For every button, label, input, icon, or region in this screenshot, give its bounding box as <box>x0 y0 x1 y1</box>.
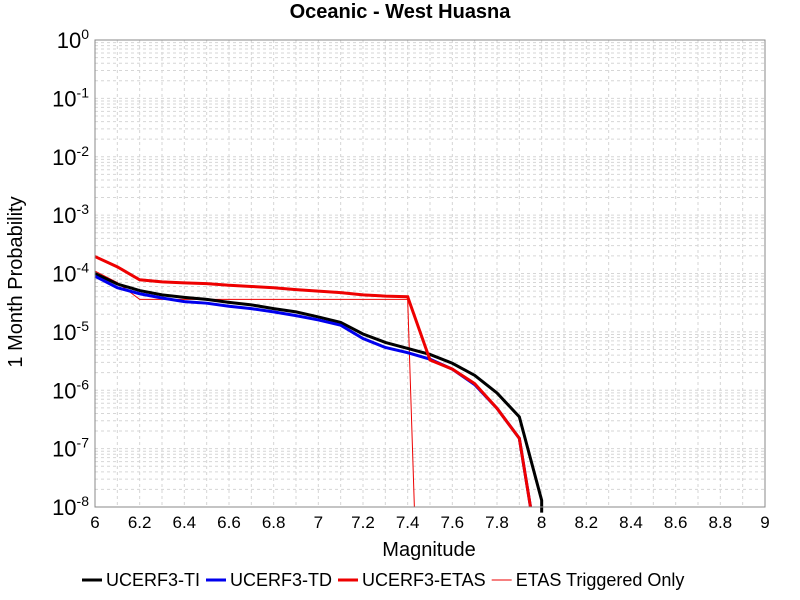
x-tick-label: 9 <box>760 513 769 532</box>
x-tick-label: 8.2 <box>575 513 599 532</box>
series-line-ucerf3-ti <box>94 272 544 513</box>
y-axis-title: 1 Month Probability <box>5 196 27 367</box>
x-tick-label: 7 <box>314 513 323 532</box>
y-tick-label: 100 <box>57 26 89 53</box>
x-tick-label: 7.2 <box>351 513 375 532</box>
series-layer <box>94 255 544 513</box>
y-tick-label: 10-8 <box>52 493 89 520</box>
x-tick-label: 6.4 <box>173 513 197 532</box>
x-tick-label: 8.6 <box>664 513 688 532</box>
x-tick-label: 6.8 <box>262 513 286 532</box>
y-tick-label: 10-4 <box>52 260 89 287</box>
x-tick-label: 8 <box>537 513 546 532</box>
x-tick-label: 6.6 <box>217 513 241 532</box>
x-tick-label: 6 <box>90 513 99 532</box>
x-tick-label: 7.6 <box>441 513 465 532</box>
plot-frame <box>94 39 766 508</box>
x-tick-label: 7.8 <box>485 513 509 532</box>
x-axis-title: Magnitude <box>382 539 475 561</box>
legend-label: UCERF3-TD <box>230 570 332 590</box>
y-tick-label: 10-5 <box>52 318 89 345</box>
y-tick-labels: 100 10-1 10-2 10-3 10-4 10-5 10-6 10-7 10-8 <box>52 26 89 520</box>
x-tick-labels: 6 6.2 6.4 6.6 6.8 7 7.2 7.4 7.6 7.8 8 8.2 8.4 8.6 8.8 9 <box>90 513 769 532</box>
legend: UCERF3-TI UCERF3-TD UCERF3-ETAS ETAS Trigge… <box>82 570 684 590</box>
legend-label: UCERF3-TI <box>106 570 200 590</box>
y-tick-label: 10-7 <box>52 435 89 462</box>
y-tick-label: 10-6 <box>52 376 89 403</box>
x-tick-label: 8.8 <box>709 513 733 532</box>
legend-label: ETAS Triggered Only <box>516 570 685 590</box>
grid <box>94 40 766 508</box>
x-tick-label: 7.4 <box>396 513 420 532</box>
x-tick-label: 6.2 <box>128 513 152 532</box>
series-line-ucerf3-etas <box>94 255 532 508</box>
y-tick-label: 10-3 <box>52 201 89 228</box>
y-tick-label: 10-1 <box>52 84 89 111</box>
chart-title: Oceanic - West Huasna <box>290 1 512 23</box>
x-tick-label: 8.4 <box>619 513 643 532</box>
series-line-etas-triggered-only <box>94 270 415 508</box>
legend-label: UCERF3-ETAS <box>362 570 486 590</box>
y-tick-label: 10-2 <box>52 143 89 170</box>
